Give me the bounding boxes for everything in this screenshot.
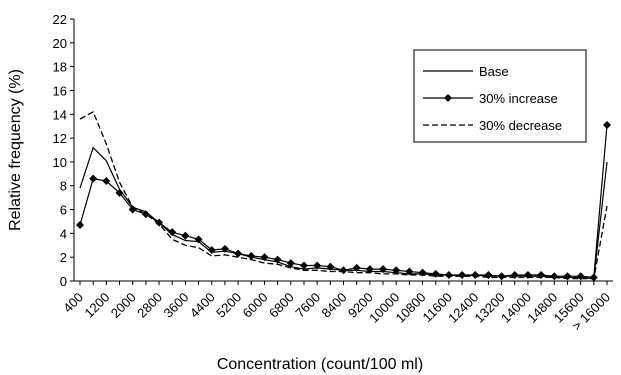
data-point-marker [339,266,348,275]
series-30-increase [76,120,611,282]
x-tick-label: 3600 [160,290,191,321]
y-tick-label: 14 [53,107,67,122]
data-point-marker [603,120,611,129]
x-axis-title: Concentration (count/100 ml) [217,356,423,373]
data-point-marker [181,231,190,240]
y-tick-label: 2 [60,250,67,265]
data-point-marker [234,249,243,258]
y-tick-label: 16 [53,83,67,98]
data-point-marker [168,228,177,237]
y-axis-ticks: 0 2 4 6 8 10 12 14 16 18 20 22 [53,12,74,289]
x-tick-label: 1200 [81,290,112,321]
data-point-marker [299,261,308,270]
x-tick-label: 5200 [213,290,244,321]
data-point-marker [115,188,124,197]
series-line [79,124,608,279]
x-tick-label: 2000 [108,290,139,321]
legend-box [413,49,587,143]
data-point-marker [458,271,467,280]
y-tick-label: 4 [60,226,67,241]
data-point-marker [273,255,282,264]
legend-label: 30% increase [479,91,558,106]
data-point-marker [471,271,480,280]
y-tick-label: 20 [53,36,67,51]
data-point-marker [194,235,203,244]
legend-marker [444,94,452,102]
data-point-marker [207,246,216,255]
y-tick-label: 12 [53,131,67,146]
series-30-decrease [79,110,608,280]
legend-label: 30% decrease [479,118,562,133]
data-point-marker [89,174,98,183]
y-tick-label: 6 [60,203,67,218]
y-axis-title: Relative frequency (%) [7,69,24,231]
y-tick-label: 22 [53,12,67,27]
data-point-marker [405,267,414,276]
data-point-marker [260,253,269,262]
x-axis-ticks: 4001200200028003600440052006000680076008… [60,281,613,334]
data-point-marker [352,263,361,272]
x-tick-label: 2800 [134,290,165,321]
data-point-marker [497,272,506,281]
series-layer [76,110,611,282]
y-tick-label: 10 [53,155,67,170]
x-tick-label: 6800 [266,290,297,321]
data-point-marker [76,221,84,230]
y-tick-label: 18 [53,60,67,75]
data-point-marker [102,176,111,185]
series-line [79,146,608,280]
data-point-marker [379,265,388,274]
legend: Base 30% increase 30% decrease [413,49,587,143]
x-tick-label: 4400 [187,290,218,321]
y-tick-label: 0 [60,274,67,289]
data-point-marker [286,259,295,268]
x-tick-label: 10800 [392,290,428,326]
x-tick-label: 8400 [319,290,350,321]
data-point-marker [550,272,559,281]
data-point-marker [155,218,164,227]
x-tick-label: 6000 [240,290,271,321]
data-point-marker [392,266,401,275]
data-point-marker [326,262,335,271]
data-point-marker [484,271,493,280]
data-point-marker [220,244,229,253]
data-point-marker [444,271,453,280]
x-tick-label: 7600 [292,290,323,321]
data-point-marker [365,265,374,274]
legend-label: Base [479,64,509,79]
y-tick-label: 8 [60,179,67,194]
data-point-marker [313,261,322,270]
series-base [79,146,608,280]
data-point-marker [247,251,256,260]
series-line [79,110,608,280]
